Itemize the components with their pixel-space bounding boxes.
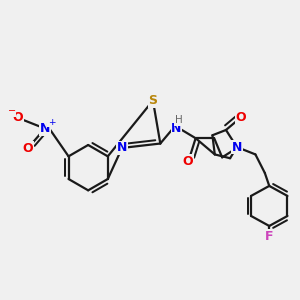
Text: O: O bbox=[13, 111, 23, 124]
Text: H: H bbox=[175, 115, 183, 125]
Text: N: N bbox=[232, 141, 242, 154]
Text: +: + bbox=[48, 118, 55, 127]
Text: N: N bbox=[40, 122, 50, 135]
Text: F: F bbox=[265, 230, 274, 243]
Text: O: O bbox=[182, 155, 193, 168]
Text: O: O bbox=[236, 111, 246, 124]
Text: −: − bbox=[8, 106, 16, 116]
Text: S: S bbox=[148, 94, 158, 107]
Text: O: O bbox=[22, 142, 33, 155]
Text: N: N bbox=[117, 141, 127, 154]
Text: N: N bbox=[171, 122, 182, 135]
